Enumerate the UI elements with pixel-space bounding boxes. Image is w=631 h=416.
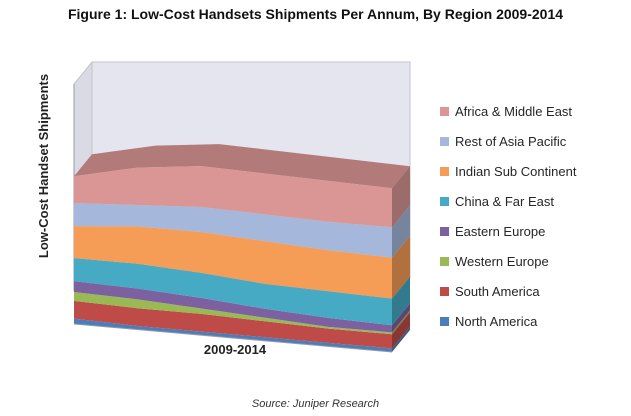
area-end-face-eastern-europe: [392, 303, 410, 333]
legend-item: Africa & Middle East: [440, 96, 576, 126]
legend-swatch: [440, 136, 449, 146]
legend-item: Indian Sub Continent: [440, 156, 576, 186]
legend-swatch: [440, 106, 449, 116]
legend-swatch: [440, 196, 449, 206]
area-series-eastern-europe: [74, 281, 392, 333]
legend-item: North America: [440, 306, 576, 336]
legend-item: Rest of Asia Pacific: [440, 126, 576, 156]
x-axis-label: 2009-2014: [203, 342, 267, 357]
area-end-face-indian-sub-continent: [392, 235, 410, 299]
legend-item: South America: [440, 276, 576, 306]
legend-swatch: [440, 166, 449, 176]
area-series-south-america: [74, 300, 392, 349]
legend-label: China & Far East: [455, 193, 554, 209]
legend-label: Indian Sub Continent: [455, 163, 577, 179]
legend-swatch: [440, 256, 449, 266]
x-axis-line: [73, 323, 393, 353]
legend-label: Africa & Middle East: [455, 103, 573, 119]
area-series-north-america: [74, 318, 392, 352]
area-series-western-europe: [74, 291, 392, 335]
legend-label: Western Europe: [455, 253, 549, 269]
legend-label: Eastern Europe: [455, 223, 546, 239]
area-end-face-north-america: [392, 326, 410, 352]
figure-title: Figure 1: Low-Cost Handsets Shipments Pe…: [67, 6, 564, 22]
legend-label: North America: [455, 313, 538, 329]
legend-item: China & Far East: [440, 186, 576, 216]
area-end-face-china-far-east: [392, 276, 410, 326]
area-series-africa-middle-east: [74, 166, 392, 228]
area-top-face: [74, 144, 410, 189]
area-end-face-western-europe: [392, 310, 410, 335]
y-axis-label: Low-Cost Handset Shipments: [36, 73, 51, 259]
legend-swatch: [440, 226, 449, 236]
area-series-rest-of-asia-pacific: [74, 202, 392, 258]
chart-legend: Africa & Middle East Rest of Asia Pacific…: [440, 96, 576, 336]
legend-swatch: [440, 316, 449, 326]
legend-item: Eastern Europe: [440, 216, 576, 246]
figure-source: Source: Juniper Research: [251, 398, 380, 410]
area-end-face-south-america: [392, 312, 410, 349]
legend-label: Rest of Asia Pacific: [455, 133, 567, 149]
legend-item: Western Europe: [440, 246, 576, 276]
area-end-face-rest-of-asia-pacific: [392, 205, 410, 258]
area-series-china-far-east: [74, 258, 392, 326]
area-end-face-africa-middle-east: [392, 166, 410, 228]
area-series-indian-sub-continent: [74, 226, 392, 299]
legend-label: South America: [455, 283, 540, 299]
legend-swatch: [440, 286, 449, 296]
